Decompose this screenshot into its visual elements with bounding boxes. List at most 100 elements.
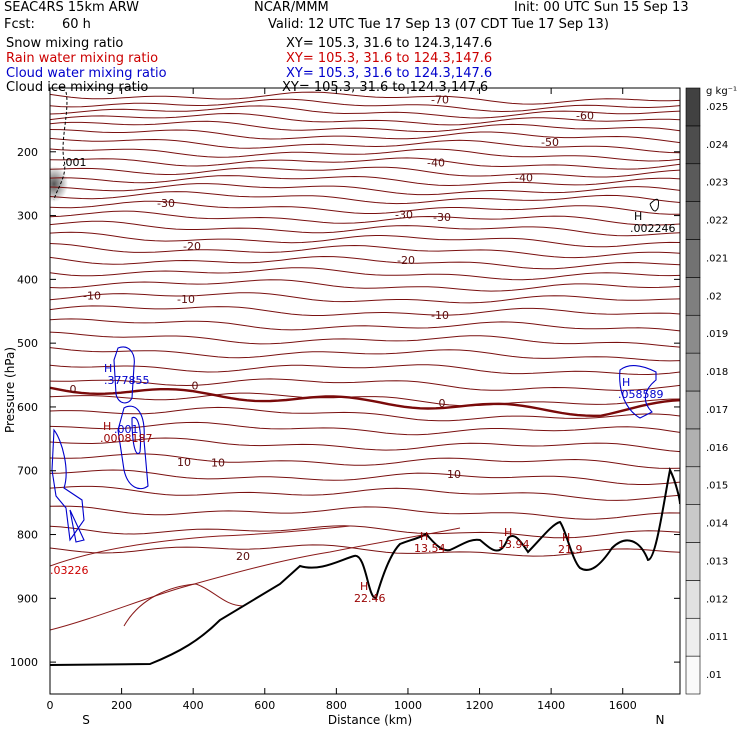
colorbar-cell xyxy=(685,655,701,695)
contour-label: -70 xyxy=(431,93,449,106)
colorbar-label: .012 xyxy=(706,594,728,605)
colorbar-cell xyxy=(685,87,701,127)
colorbar-cell xyxy=(685,504,701,543)
isotherm-layer xyxy=(50,91,680,557)
colorbar-label: .021 xyxy=(706,253,728,264)
field-rain-xy: XY= 105.3, 31.6 to 124.3,147.6 xyxy=(286,51,493,66)
x-tick-label: 600 xyxy=(254,699,275,712)
field-rain-name: Rain water mixing ratio xyxy=(6,51,159,66)
rain-water-contour xyxy=(50,527,461,631)
snow-shade xyxy=(50,166,68,202)
contour-label: 10 xyxy=(447,468,461,481)
left-end-label: S xyxy=(82,713,90,727)
field-cloudwater-xy: XY= 105.3, 31.6 to 124.3,147.6 xyxy=(286,66,493,81)
isotherm-line xyxy=(50,331,680,348)
annotation-value: .058589 xyxy=(618,388,664,401)
colorbar-cell xyxy=(685,201,701,240)
colorbar-label: .017 xyxy=(706,405,728,416)
x-tick-label: 400 xyxy=(183,699,204,712)
contour-label: -40 xyxy=(515,171,533,184)
contour-label: -40 xyxy=(427,157,445,170)
colorbar-label: .01 xyxy=(706,670,722,681)
isotherm-line xyxy=(50,267,680,281)
colorbar-cell xyxy=(685,580,701,619)
field-snow-name: Snow mixing ratio xyxy=(6,36,124,51)
cloud-water-contour xyxy=(117,405,149,490)
contour-label: 10 xyxy=(211,456,225,469)
colorbar-label: .024 xyxy=(706,140,728,151)
annotation-value: .0008187 xyxy=(100,432,153,445)
annotation-layer: H.377855H.0008187.001H.058589H.002246.00… xyxy=(50,156,676,605)
rain-water-contour xyxy=(50,525,351,567)
colorbar-unit: g kg⁻¹ xyxy=(706,86,737,97)
contour-label: -10 xyxy=(177,293,195,306)
annotation-marker: H xyxy=(360,580,368,593)
isotherm-line xyxy=(50,243,680,259)
isotherm-line xyxy=(50,525,680,539)
contour-label: 0 xyxy=(70,383,77,396)
cloud-water-contour xyxy=(69,509,85,543)
annotation-marker: H xyxy=(562,531,570,544)
terrain-layer xyxy=(50,466,680,666)
isotherm-line xyxy=(50,378,680,391)
annotation-value: .001 xyxy=(62,156,87,169)
contour-label: 0 xyxy=(439,397,446,410)
model-title: SEAC4RS 15km ARW xyxy=(4,0,140,15)
rain-water-contour xyxy=(123,583,245,627)
colorbar-label: .014 xyxy=(706,519,728,530)
x-axis: 0 200 400 600 800 1000 1200 1400 1600 xyxy=(47,88,637,712)
plot-frame xyxy=(49,87,681,695)
y-tick-label: 700 xyxy=(17,465,38,478)
isotherm-line xyxy=(50,347,680,362)
isotherm-line xyxy=(50,305,680,316)
colorbar-cell xyxy=(685,239,701,278)
contour-label: 10 xyxy=(177,456,191,469)
zero-isotherm-line xyxy=(50,386,680,418)
y-tick-label: 900 xyxy=(17,592,38,605)
annotation-value: .001 xyxy=(114,423,139,436)
snow-contour xyxy=(53,91,68,201)
isotherm-line xyxy=(50,453,680,469)
annotation-value: .002246 xyxy=(630,222,676,235)
isotherm-line xyxy=(50,200,680,215)
contour-label: -10 xyxy=(431,309,449,322)
isotherm-line xyxy=(50,157,680,170)
x-tick-label: 800 xyxy=(326,699,347,712)
colorbar-cell xyxy=(685,277,701,316)
isotherm-line xyxy=(50,137,680,154)
y-tick-label: 1000 xyxy=(10,656,38,669)
annotation-marker: H xyxy=(420,530,428,543)
annotation-marker: H xyxy=(103,420,111,433)
cloud-water-contour xyxy=(113,346,135,404)
x-tick-label: 200 xyxy=(111,699,132,712)
isotherm-line xyxy=(50,175,680,187)
colorbar-label: .025 xyxy=(706,102,728,113)
colorbar: .01 .011 .012 .013 .014 .015 .016 .017 .018 .019.… xyxy=(685,87,728,695)
isotherm-line xyxy=(50,129,680,144)
annotation-value: 13.94 xyxy=(498,538,530,551)
annotation-marker: H xyxy=(622,376,630,389)
annotation-marker: H xyxy=(634,210,642,223)
annotation-value: .03226 xyxy=(50,564,89,577)
contour-label: -60 xyxy=(576,109,594,122)
isotherm-line xyxy=(50,469,680,485)
init-time: Init: 00 UTC Sun 15 Sep 13 xyxy=(514,0,689,15)
isotherm-line xyxy=(50,318,680,332)
y-tick-label: 600 xyxy=(17,401,38,414)
cloud-water-contour xyxy=(51,428,85,542)
contour-label: -10 xyxy=(83,289,101,302)
colorbar-label: .011 xyxy=(706,632,728,643)
contour-label: -20 xyxy=(397,254,415,267)
colorbar-cell xyxy=(685,352,701,392)
terrain-line xyxy=(50,466,680,666)
field-cloudwater-name: Cloud water mixing ratio xyxy=(6,66,167,81)
isotherm-line xyxy=(50,120,680,133)
x-tick-label: 0 xyxy=(47,699,54,712)
annotation-marker: H xyxy=(504,526,512,539)
valid-time: Valid: 12 UTC Tue 17 Sep 13 (07 CDT Tue … xyxy=(268,17,609,32)
isotherm-line xyxy=(50,148,680,162)
contour-label: 20 xyxy=(236,550,250,563)
isotherm-line xyxy=(50,392,680,407)
colorbar-label: .022 xyxy=(706,216,728,227)
